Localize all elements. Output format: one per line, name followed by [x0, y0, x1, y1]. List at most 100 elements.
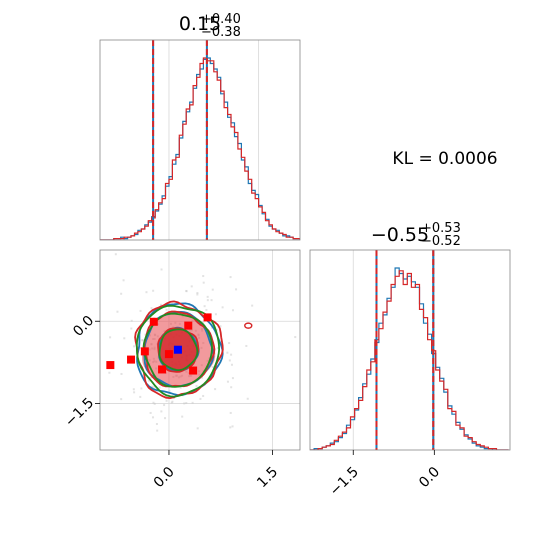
- sample-point: [152, 416, 155, 419]
- sample-point: [219, 325, 222, 328]
- sample-point: [228, 359, 231, 362]
- red-marker: [127, 355, 136, 364]
- sample-point: [170, 401, 173, 404]
- sample-point: [130, 319, 133, 322]
- sample-point: [206, 295, 209, 298]
- hist-series-red: [100, 57, 300, 240]
- sample-point: [211, 288, 214, 291]
- sample-point: [150, 307, 153, 310]
- sample-point: [160, 268, 163, 271]
- x-tick-label: 0.0: [151, 464, 178, 491]
- x-tick-label: 1.5: [254, 464, 281, 491]
- sample-point: [201, 376, 204, 379]
- sample-point: [158, 386, 161, 389]
- x-ticks-bl: 0.0 1.5: [151, 450, 281, 491]
- sample-point: [211, 326, 214, 329]
- sample-point: [245, 344, 248, 347]
- sample-point: [294, 336, 297, 339]
- red-marker: [164, 350, 173, 359]
- sample-point: [140, 387, 143, 390]
- sample-point: [120, 372, 123, 375]
- y-tick-label: −1.5: [62, 395, 97, 430]
- sample-point: [246, 397, 249, 400]
- sample-point: [202, 275, 205, 278]
- contour-green-outer: [135, 304, 221, 398]
- panel-marginal-param-2: −1.5 0.0 −0.55 +0.53 −0.52: [309, 221, 511, 499]
- red-marker: [203, 313, 212, 322]
- sample-point: [206, 299, 209, 302]
- sample-point: [185, 402, 188, 405]
- sample-point: [168, 390, 171, 393]
- contour-red-island: [244, 322, 253, 329]
- sample-point: [114, 253, 117, 256]
- sample-point: [228, 342, 231, 345]
- title-param-1-upper: +0.40: [201, 12, 241, 27]
- sample-point: [147, 379, 150, 382]
- sample-point: [205, 308, 208, 311]
- sample-point: [141, 339, 144, 342]
- sample-point: [159, 303, 162, 306]
- sample-point: [133, 391, 136, 394]
- sample-point: [123, 337, 126, 340]
- title-param-2: −0.55: [371, 224, 429, 246]
- x-tick-label: 0.0: [416, 464, 443, 491]
- sample-point: [190, 285, 193, 288]
- title-param-1-median: 0.15: [179, 13, 221, 35]
- sample-point: [185, 289, 188, 292]
- sample-point: [226, 351, 229, 354]
- sample-point: [221, 306, 224, 309]
- sample-point: [139, 395, 142, 398]
- sample-point: [196, 427, 199, 430]
- contour-green-inner: [158, 328, 199, 372]
- sample-point: [181, 415, 184, 418]
- sample-point: [149, 411, 152, 414]
- sample-point: [202, 281, 205, 284]
- axes-frame-bl: [99, 249, 301, 451]
- sample-point: [231, 425, 234, 428]
- red-marker: [149, 317, 158, 326]
- sample-point: [216, 347, 219, 350]
- red-marker: [106, 361, 115, 370]
- hist-series-red: [310, 270, 509, 450]
- sample-point: [229, 426, 232, 429]
- sample-point: [95, 463, 97, 465]
- sample-point: [229, 276, 232, 279]
- panel-marginal-param-1: 0.15 +0.40 −0.38: [99, 12, 301, 241]
- sample-point: [203, 305, 206, 308]
- y-ticks-bl: 0.0 −1.5: [62, 313, 100, 430]
- joint-markers: [106, 313, 212, 375]
- sample-point: [195, 384, 198, 387]
- sample-point: [231, 377, 234, 380]
- sample-point: [210, 299, 213, 302]
- sample-point: [199, 397, 202, 400]
- sample-point: [235, 288, 238, 291]
- x-ticks-br: −1.5 0.0: [327, 450, 443, 499]
- sample-point: [156, 429, 159, 432]
- hist-br-series: [310, 267, 509, 450]
- sample-point: [133, 345, 136, 348]
- red-marker: [184, 321, 193, 330]
- title-param-1: 0.15: [179, 13, 221, 35]
- panel-joint: 0.0 1.5 0.0 −1.5: [62, 249, 301, 491]
- sample-point: [179, 386, 182, 389]
- sample-point: [139, 309, 142, 312]
- axes-frame-tl: [99, 39, 301, 241]
- sample-point: [230, 363, 233, 366]
- sample-point: [226, 380, 229, 383]
- red-marker: [158, 365, 167, 374]
- title-param-2-lower: −0.52: [421, 234, 461, 249]
- quantile-lines-tl: [152, 40, 208, 240]
- sample-point: [145, 291, 148, 294]
- sample-point: [165, 308, 168, 311]
- sample-point: [163, 404, 166, 407]
- sample-point: [108, 371, 111, 374]
- sample-point: [196, 293, 199, 296]
- title-param-2-upper: +0.53: [421, 221, 461, 236]
- sample-point: [153, 402, 156, 405]
- sample-point: [120, 292, 123, 295]
- sample-point: [230, 353, 233, 356]
- sample-point: [214, 388, 217, 391]
- title-param-2-median: −0.55: [371, 224, 429, 246]
- sample-point: [120, 398, 123, 401]
